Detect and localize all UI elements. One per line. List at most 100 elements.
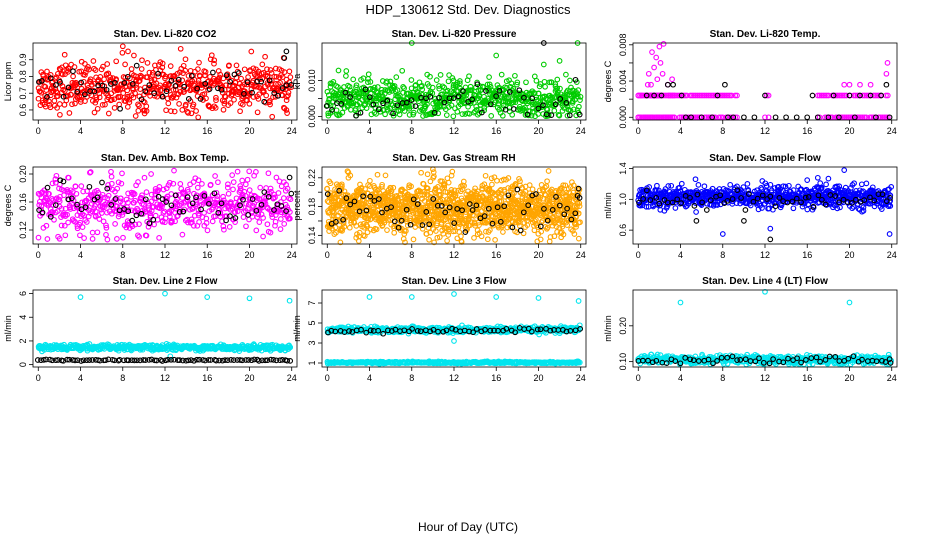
- data-point: [288, 82, 295, 88]
- data-point: [196, 59, 202, 66]
- data-point: [129, 81, 136, 87]
- y-tick-label: 0.14: [307, 227, 317, 245]
- data-point: [187, 87, 194, 94]
- x-tick-label: 24: [887, 126, 897, 136]
- y-tick-label: 0.12: [18, 221, 28, 239]
- data-point: [98, 66, 105, 73]
- data-point: [357, 109, 364, 116]
- data-point: [211, 103, 218, 110]
- data-point: [88, 81, 95, 88]
- data-point: [259, 61, 266, 68]
- data-point: [208, 52, 215, 59]
- data-point: [87, 76, 94, 83]
- data-point: [418, 83, 424, 90]
- data-point: [469, 96, 475, 103]
- data-point: [247, 68, 253, 75]
- data-point: [273, 73, 280, 80]
- data-point: [235, 70, 242, 76]
- x-tick-label: 24: [287, 126, 297, 136]
- data-point: [427, 93, 434, 100]
- data-point: [278, 67, 285, 74]
- data-point: [522, 104, 528, 111]
- y-tick-label: 0.22: [307, 169, 317, 187]
- x-tick-label: 12: [449, 250, 459, 260]
- y-axis-label: Licor ppm: [3, 62, 13, 102]
- data-point: [254, 109, 261, 116]
- data-point: [437, 72, 444, 78]
- data-point: [465, 98, 471, 105]
- data-point: [57, 78, 63, 85]
- data-point: [188, 86, 194, 92]
- data-point: [467, 83, 474, 90]
- data-point: [401, 108, 408, 114]
- data-point: [493, 52, 500, 59]
- data-point: [285, 92, 291, 99]
- data-point: [163, 88, 170, 95]
- data-point: [506, 89, 513, 95]
- data-point: [94, 105, 101, 112]
- data-point: [99, 102, 106, 108]
- x-tick-label: 8: [720, 126, 725, 136]
- data-point: [234, 68, 241, 75]
- data-point: [91, 88, 98, 95]
- data-point: [450, 95, 457, 101]
- x-tick-label: 12: [760, 250, 770, 260]
- x-tick-label: 4: [678, 250, 683, 260]
- x-tick-label: 16: [491, 250, 501, 260]
- data-point: [401, 85, 407, 92]
- data-point: [436, 83, 442, 89]
- data-point: [131, 52, 137, 59]
- data-point: [431, 109, 438, 116]
- data-point: [176, 101, 182, 107]
- data-point: [155, 70, 161, 77]
- data-point: [350, 76, 357, 83]
- data-point: [556, 112, 563, 119]
- data-point: [197, 96, 204, 102]
- data-point: [571, 96, 578, 103]
- data-point: [128, 66, 135, 72]
- data-point: [553, 86, 560, 93]
- data-point: [90, 58, 97, 64]
- data-point: [406, 112, 413, 118]
- data-point: [132, 113, 139, 119]
- data-point: [567, 77, 573, 84]
- data-point: [177, 45, 184, 52]
- data-point: [283, 48, 290, 55]
- panel-title: Stan. Dev. Li-820 Temp.: [710, 29, 821, 40]
- data-point: [133, 84, 140, 91]
- y-tick-label: 0.6: [18, 104, 28, 117]
- data-point: [435, 110, 442, 117]
- x-tick-label: 16: [491, 126, 501, 136]
- data-point: [323, 103, 330, 109]
- data-point: [394, 87, 401, 94]
- x-tick-label: 20: [533, 126, 543, 136]
- data-point: [258, 78, 265, 85]
- data-point: [117, 105, 123, 112]
- data-point: [80, 78, 87, 85]
- data-point: [503, 89, 510, 96]
- data-point: [454, 108, 461, 115]
- data-point: [239, 101, 246, 108]
- data-point: [132, 90, 138, 97]
- data-point: [284, 110, 290, 116]
- data-point: [228, 88, 235, 95]
- x-tick-label: 0: [36, 250, 41, 260]
- x-tick-label: 12: [760, 126, 770, 136]
- data-point: [101, 76, 107, 83]
- data-point: [202, 69, 209, 75]
- data-point: [384, 104, 390, 110]
- data-point: [283, 97, 290, 104]
- y-axis: 0.60.70.80.9: [18, 53, 33, 116]
- y-tick-label: 1.0: [618, 193, 628, 206]
- x-tick-label: 4: [678, 126, 683, 136]
- y-tick-label: 0.18: [307, 198, 317, 216]
- x-tick-label: 12: [160, 250, 170, 260]
- data-point: [211, 60, 217, 67]
- data-point: [406, 103, 413, 110]
- data-point: [335, 67, 342, 74]
- data-point: [167, 63, 174, 69]
